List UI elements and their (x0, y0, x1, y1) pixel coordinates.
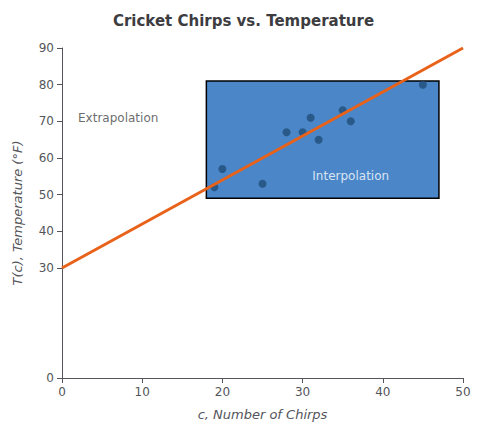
svg-text:30: 30 (295, 385, 310, 399)
svg-text:50: 50 (39, 188, 54, 202)
svg-text:Extrapolation: Extrapolation (78, 111, 158, 125)
svg-text:40: 40 (375, 385, 390, 399)
svg-text:10: 10 (135, 385, 150, 399)
svg-text:20: 20 (215, 385, 230, 399)
svg-text:Interpolation: Interpolation (312, 169, 389, 183)
svg-text:60: 60 (39, 151, 54, 165)
svg-text:T(c), Temperature (°F): T(c), Temperature (°F) (10, 141, 25, 286)
svg-text:80: 80 (39, 78, 54, 92)
svg-text:c, Number of Chirps: c, Number of Chirps (198, 407, 328, 422)
svg-text:50: 50 (455, 385, 470, 399)
svg-text:30: 30 (39, 261, 54, 275)
svg-text:70: 70 (39, 114, 54, 128)
svg-text:0: 0 (46, 371, 54, 385)
svg-text:0: 0 (58, 385, 66, 399)
svg-text:90: 90 (39, 41, 54, 55)
svg-text:Cricket Chirps vs. Temperature: Cricket Chirps vs. Temperature (113, 12, 374, 30)
svg-text:40: 40 (39, 224, 54, 238)
